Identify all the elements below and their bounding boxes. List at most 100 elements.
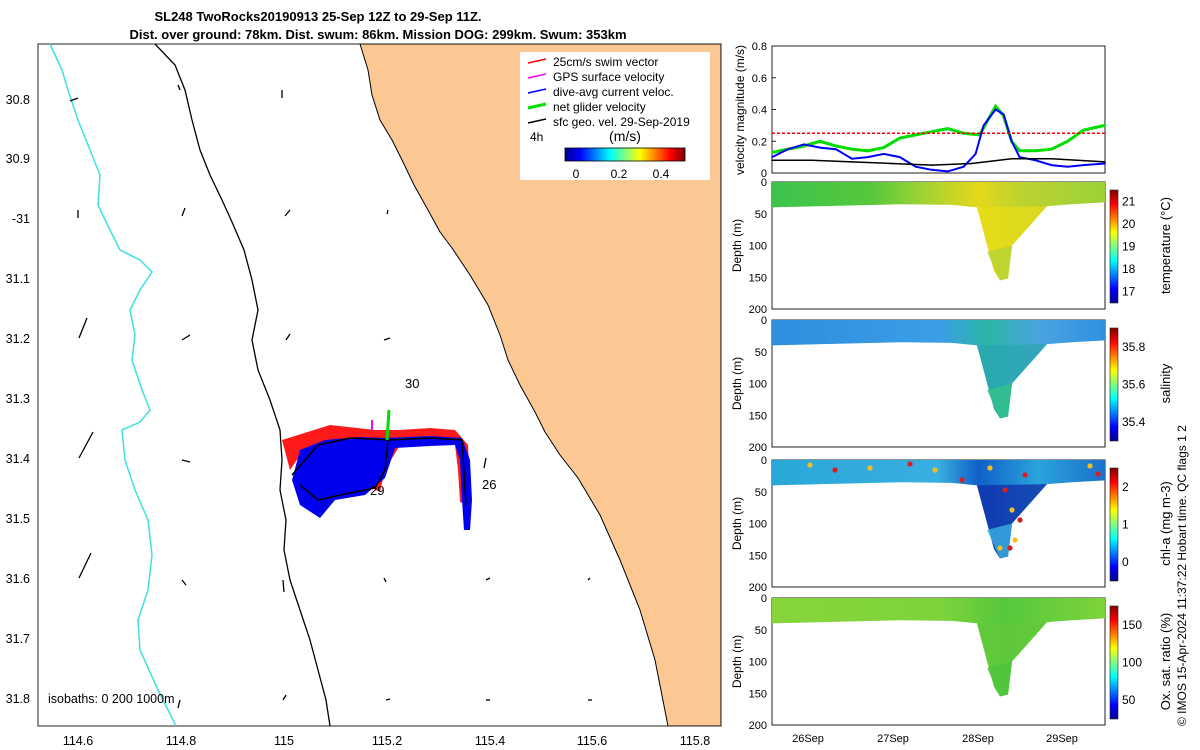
section-trough-bottom	[987, 523, 1012, 559]
section-colorbar-tick: 18	[1122, 262, 1136, 276]
section-y-tick: 0	[761, 455, 767, 467]
section-colorbar-tick: 2	[1122, 480, 1129, 494]
velocity-y-ticks: 0 0.2 0.4 0.6 0.8	[752, 41, 776, 180]
velocity-point	[974, 153, 977, 155]
section-y-tick: 200	[749, 720, 767, 732]
section-colorbar-tick: 1	[1122, 518, 1129, 532]
velocity-point	[970, 162, 973, 165]
velocity-point	[946, 127, 949, 130]
velocity-point	[1050, 148, 1053, 150]
section-colorbar-tick: 50	[1122, 693, 1136, 707]
velocity-point	[819, 140, 821, 143]
chl-point	[1007, 545, 1013, 551]
chl-point	[1087, 463, 1093, 469]
chl-point	[1002, 487, 1008, 493]
velocity-y-tick: 0	[761, 168, 767, 180]
section-colorbar-label: Ox. sat. ratio (%)	[1158, 613, 1173, 711]
section-colorbar-tick: 150	[1122, 618, 1142, 632]
velocity-point	[930, 130, 933, 133]
figure-title-line1: SL248 TwoRocks20190913 25-Sep 12Z to 29-…	[154, 9, 481, 24]
section-y-tick: 200	[749, 304, 767, 316]
section-y-tick: 50	[755, 347, 767, 359]
map-y-tick: 31.5	[6, 512, 30, 526]
section-y-label: Depth (m)	[730, 219, 744, 272]
track-day-label-29: 29	[370, 483, 384, 498]
velocity-point	[811, 159, 813, 162]
section-y-tick: 50	[755, 625, 767, 637]
section-y-tick: 150	[749, 550, 767, 562]
velocity-point	[803, 145, 805, 147]
section-colorbar-tick: 0	[1122, 555, 1129, 569]
section-y-tick: 200	[749, 442, 767, 454]
velocity-point	[898, 156, 901, 158]
map-colorbar-tick-1: 0.2	[611, 167, 628, 181]
section-colorbar-tick: 35.4	[1122, 415, 1146, 429]
velocity-point	[1066, 140, 1069, 143]
section-colorbar-label: salinity	[1158, 363, 1173, 403]
velocity-point	[930, 169, 933, 171]
map-y-tick: 31.8	[6, 692, 30, 706]
track-day-label-26: 26	[482, 477, 496, 492]
section-colorbar-tick: 100	[1122, 656, 1142, 670]
section-x-tick: 28Sep	[962, 733, 994, 745]
velocity-y-label: velocity magnitude (m/s)	[733, 45, 747, 175]
section-colorbar-label: temperature (°C)	[1158, 197, 1173, 294]
section-x-tick: 27Sep	[877, 733, 909, 745]
velocity-chart-frame	[771, 45, 1106, 174]
legend-label-current: dive-avg current veloc.	[553, 85, 674, 99]
velocity-point	[771, 151, 773, 154]
velocity-point	[994, 105, 997, 108]
glider-track-blue	[292, 436, 472, 530]
section-colorbar	[1109, 467, 1119, 582]
velocity-point	[882, 153, 885, 155]
velocity-point	[1010, 157, 1013, 160]
isobath-label: isobaths: 0 200 1000m	[48, 692, 174, 706]
section-trough-bottom	[987, 661, 1012, 697]
velocity-point	[771, 159, 773, 162]
velocity-point	[1050, 164, 1053, 166]
section-trough-bottom	[987, 245, 1012, 281]
section-y-tick: 150	[749, 410, 767, 422]
velocity-point	[835, 148, 837, 150]
velocity-point	[1104, 132, 1106, 135]
map-y-tick: 31.1	[6, 272, 30, 286]
legend-label-net: net glider velocity	[553, 100, 646, 114]
net-glider-velocity-vector	[385, 409, 391, 441]
velocity-point	[803, 143, 805, 146]
velocity-point	[946, 170, 949, 173]
section-y-tick: 0	[761, 593, 767, 605]
section-colorbar-tick: 17	[1122, 285, 1136, 299]
section-y-tick: 200	[749, 582, 767, 594]
chl-point	[997, 545, 1003, 551]
velocity-point	[1104, 162, 1106, 165]
section-trough-bottom	[987, 383, 1012, 419]
section-colorbar-label: chl-a (mg m-3)	[1158, 481, 1173, 566]
section-y-tick: 100	[749, 379, 767, 391]
velocity-point	[851, 161, 853, 163]
map-y-tick: -31	[12, 212, 30, 226]
chl-point	[1022, 472, 1028, 478]
chl-point	[1017, 517, 1023, 523]
map-y-ticks: 30.8 30.9 -31 31.1 31.2 31.3 31.4 31.5 3…	[6, 93, 30, 706]
velocity-point	[982, 124, 985, 127]
map-x-tick: 115.2	[372, 734, 402, 748]
velocity-point	[1104, 161, 1106, 163]
chl-point	[907, 461, 913, 467]
map-y-tick: 30.8	[6, 93, 30, 107]
section-colorbar-tick: 20	[1122, 217, 1136, 231]
velocity-point	[867, 149, 869, 152]
velocity-point	[1066, 165, 1069, 168]
isobath-200m	[154, 44, 331, 726]
chl-point	[867, 465, 873, 471]
map-x-tick: 115.6	[577, 734, 607, 748]
velocity-point	[890, 162, 893, 165]
legend-label-swim: 25cm/s swim vector	[553, 55, 658, 69]
velocity-point	[819, 146, 821, 149]
section-y-tick: 100	[749, 519, 767, 531]
section-y-tick: 100	[749, 241, 767, 253]
legend-swatch-geo	[527, 118, 547, 124]
velocity-point	[1034, 159, 1037, 162]
velocity-point	[771, 132, 773, 135]
map-y-tick: 31.3	[6, 392, 30, 406]
